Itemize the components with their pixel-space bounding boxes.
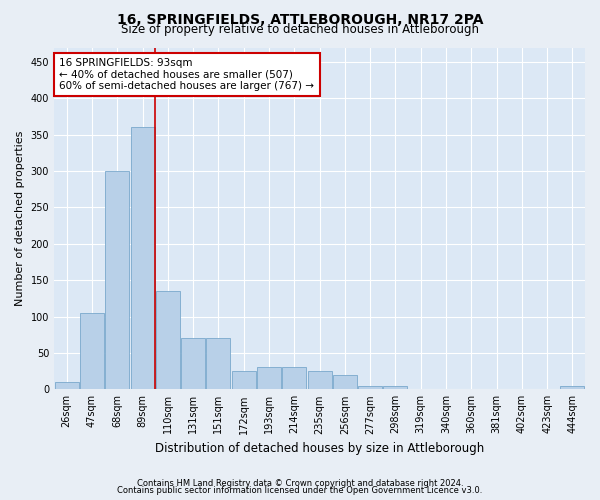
Bar <box>560 386 584 390</box>
Text: Size of property relative to detached houses in Attleborough: Size of property relative to detached ho… <box>121 22 479 36</box>
Text: Contains HM Land Registry data © Crown copyright and database right 2024.: Contains HM Land Registry data © Crown c… <box>137 478 463 488</box>
Bar <box>105 171 129 390</box>
Bar <box>131 128 155 390</box>
Bar <box>232 371 256 390</box>
Bar <box>55 382 79 390</box>
Text: 16, SPRINGFIELDS, ATTLEBOROUGH, NR17 2PA: 16, SPRINGFIELDS, ATTLEBOROUGH, NR17 2PA <box>117 12 483 26</box>
Bar <box>282 368 306 390</box>
Text: 16 SPRINGFIELDS: 93sqm
← 40% of detached houses are smaller (507)
60% of semi-de: 16 SPRINGFIELDS: 93sqm ← 40% of detached… <box>59 58 314 91</box>
Bar <box>358 386 382 390</box>
Bar <box>308 371 332 390</box>
Bar <box>383 386 407 390</box>
Bar <box>80 313 104 390</box>
X-axis label: Distribution of detached houses by size in Attleborough: Distribution of detached houses by size … <box>155 442 484 455</box>
Y-axis label: Number of detached properties: Number of detached properties <box>15 130 25 306</box>
Bar <box>257 368 281 390</box>
Bar <box>333 375 357 390</box>
Bar <box>206 338 230 390</box>
Text: Contains public sector information licensed under the Open Government Licence v3: Contains public sector information licen… <box>118 486 482 495</box>
Bar <box>156 291 180 390</box>
Bar <box>181 338 205 390</box>
